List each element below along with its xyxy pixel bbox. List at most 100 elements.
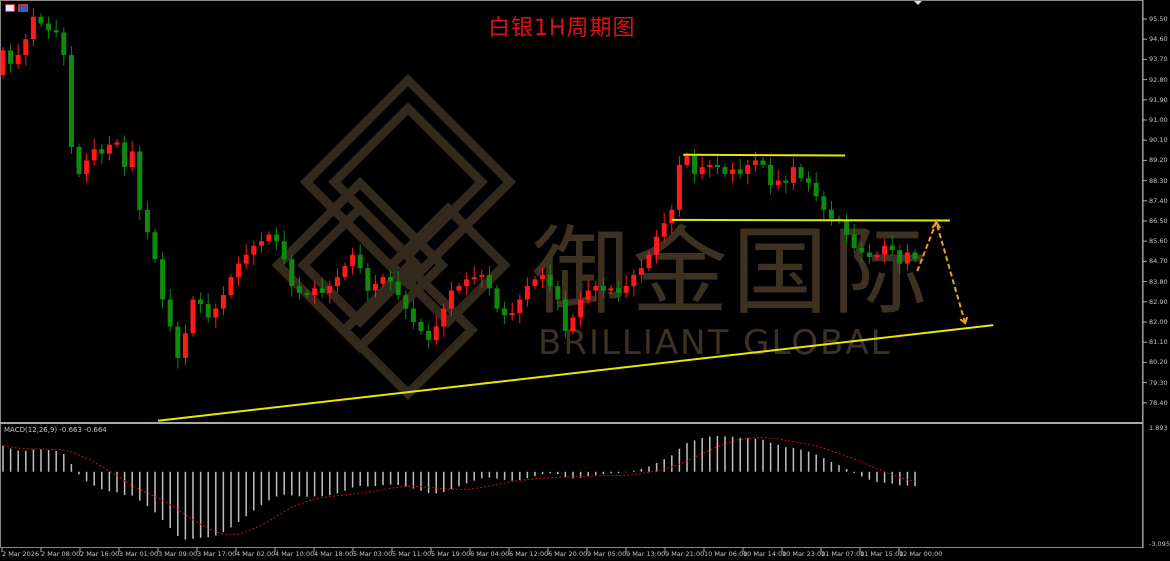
candle-body [61,32,67,55]
candle-body [334,277,340,287]
candle-body [182,333,188,358]
candle-body [304,292,310,296]
time-tick-label: 5 Mar 19:00 [431,550,471,558]
candle-body [806,178,812,183]
candle-body [403,295,409,309]
watermark-text-cn: 御金国际 [532,216,932,328]
price-tick-label: 91.90 [1149,95,1168,104]
candle-body [783,180,789,183]
candle-body [289,259,295,287]
watermark-logo-shape [297,202,423,328]
candle-body [46,23,52,31]
candle-body [509,313,515,316]
candle-body [866,252,872,257]
candle-body [821,196,827,210]
candle-body [479,274,485,278]
candle-body [281,241,287,260]
candle-body [327,286,333,293]
candle-body [874,254,880,257]
forecast-arrowhead-up [931,220,942,229]
candle-body [99,149,105,154]
candle-body [555,286,561,300]
support-trendline [157,324,994,422]
candle-body [760,160,766,165]
candle-body [775,180,781,186]
candle-body [388,277,394,282]
candle-body [296,286,302,293]
candle-body [448,290,454,309]
time-tick-label: 10 Mar 06:00 [704,550,748,558]
time-tick-label: 4 Mar 02:00 [236,550,276,558]
candle-body [342,265,348,278]
candle-body [745,164,751,174]
chart-title: 白银1H周期图 [488,16,636,41]
resistance-top [683,153,846,157]
candle-body [707,164,713,168]
price-tick-label: 89.20 [1149,156,1168,165]
time-tick-label: 4 Mar 10:00 [275,550,315,558]
candle-body [540,274,546,280]
candle-body [889,245,895,251]
time-tick-label: 6 Mar 12:00 [509,550,549,558]
candle-body [593,286,599,291]
price-tick-label: 95.50 [1149,15,1168,23]
price-tick-label: 93.70 [1149,55,1168,64]
candle-body [175,326,181,358]
candle-body [23,39,29,55]
time-tick-label: 3 Mar 17:00 [197,550,237,558]
time-tick-label: 10 Mar 14:00 [743,550,787,558]
price-tick-label: 81.10 [1149,338,1168,347]
candle-body [699,167,705,174]
candle-body [106,144,112,154]
candle-body [464,279,470,287]
candle-body [76,146,82,174]
candle-body [768,164,774,186]
chart-grid-icon[interactable] [5,4,15,12]
candle-body [152,232,158,260]
time-tick-label: 2 Mar 16:00 [80,550,120,558]
price-tick-label: 82.00 [1149,318,1168,326]
time-tick-label: 11 Mar 15:00 [860,550,904,558]
candle-body [813,182,819,197]
candle-body [859,247,865,253]
candle-body [91,149,97,161]
candle-body [623,286,629,293]
save-icon[interactable] [18,4,28,12]
candle-body [30,16,36,40]
watermark-logo-shape [337,259,479,401]
candle-body [243,254,249,264]
price-tick-label: 87.40 [1149,196,1168,205]
chart-shift-marker-icon [914,1,922,5]
price-tick-label: 78.40 [1149,398,1168,407]
macd-tick-label: 1.893 [1149,424,1168,432]
candle-body [312,288,318,296]
candle-body [418,322,424,331]
time-tick-label: 10 Mar 23:00 [782,550,826,558]
candle-body [8,50,14,64]
candle-body [365,268,371,291]
time-tick-label: 9 Mar 13:00 [626,550,666,558]
candle-body [638,268,644,275]
watermark-logo-shape [385,202,511,328]
candle-body [266,234,272,242]
price-tick-label: 86.50 [1149,217,1168,225]
candle-body [722,167,728,174]
candle-body [53,30,59,33]
candle-body [456,286,462,291]
time-tick-label: 9 Mar 21:00 [665,550,705,558]
time-tick-label: 11 Mar 07:00 [821,550,865,558]
candle-body [585,290,591,300]
candle-body [486,274,492,289]
candle-body [752,160,758,165]
candle-body [190,299,196,334]
candle-body [350,254,356,266]
candle-body [236,263,242,278]
candle-body [524,286,530,300]
candle-body [137,151,143,210]
price-tick-label: 80.20 [1149,358,1168,367]
macd-tick-label: -3.095 [1149,540,1170,548]
candle-body [15,54,21,64]
time-tick-label: 5 Mar 11:00 [392,550,432,558]
candle-body [144,209,150,233]
